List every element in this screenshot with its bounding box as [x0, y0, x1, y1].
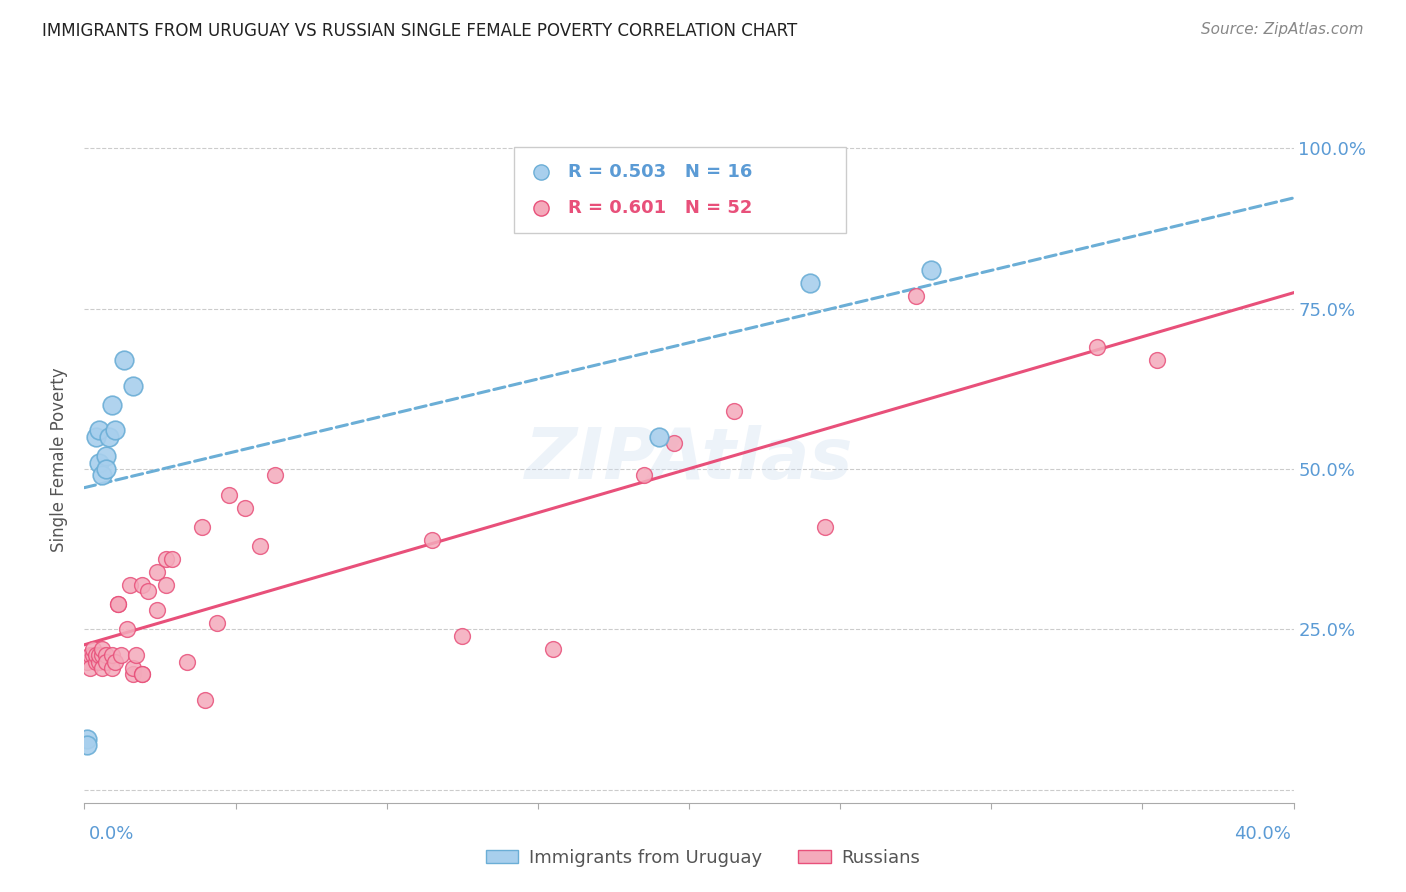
- Point: [94, 449, 117, 463]
- Point: [633, 468, 655, 483]
- Point: [904, 288, 927, 302]
- Point: [155, 552, 177, 566]
- Point: [263, 468, 285, 483]
- Text: IMMIGRANTS FROM URUGUAY VS RUSSIAN SINGLE FEMALE POVERTY CORRELATION CHART: IMMIGRANTS FROM URUGUAY VS RUSSIAN SINGL…: [42, 22, 797, 40]
- Point: [1216, 227, 1239, 241]
- Point: [146, 603, 169, 617]
- FancyBboxPatch shape: [513, 147, 846, 233]
- Text: R = 0.601   N = 52: R = 0.601 N = 52: [568, 199, 752, 217]
- Point: [100, 648, 122, 662]
- Point: [121, 667, 143, 681]
- Point: [207, 616, 229, 631]
- Point: [86, 655, 108, 669]
- Point: [121, 661, 143, 675]
- Point: [451, 629, 474, 643]
- Text: Source: ZipAtlas.com: Source: ZipAtlas.com: [1201, 22, 1364, 37]
- Point: [89, 648, 111, 662]
- Point: [131, 577, 153, 591]
- Point: [91, 661, 114, 675]
- Y-axis label: Single Female Poverty: Single Female Poverty: [51, 368, 69, 551]
- Point: [131, 667, 153, 681]
- Point: [194, 693, 217, 707]
- Point: [107, 597, 129, 611]
- Point: [799, 276, 821, 290]
- Point: [112, 352, 135, 367]
- Point: [110, 648, 132, 662]
- Point: [1216, 193, 1239, 207]
- Point: [662, 436, 685, 450]
- Point: [723, 404, 745, 418]
- Point: [1085, 340, 1108, 354]
- Point: [115, 623, 138, 637]
- Point: [920, 263, 942, 277]
- Point: [89, 655, 111, 669]
- Point: [89, 456, 111, 470]
- Point: [218, 488, 240, 502]
- Point: [107, 597, 129, 611]
- Point: [91, 641, 114, 656]
- Point: [131, 667, 153, 681]
- Point: [104, 424, 127, 438]
- Point: [76, 738, 98, 752]
- Point: [1146, 352, 1168, 367]
- Point: [541, 641, 564, 656]
- Point: [91, 468, 114, 483]
- Legend: Immigrants from Uruguay, Russians: Immigrants from Uruguay, Russians: [478, 842, 928, 874]
- Point: [82, 641, 104, 656]
- Point: [233, 500, 256, 515]
- Point: [160, 552, 183, 566]
- Point: [100, 661, 122, 675]
- Point: [121, 378, 143, 392]
- Point: [420, 533, 443, 547]
- Point: [648, 430, 671, 444]
- Point: [176, 655, 198, 669]
- Point: [125, 648, 148, 662]
- Text: ZIPAtlas: ZIPAtlas: [524, 425, 853, 494]
- Point: [86, 430, 108, 444]
- Point: [94, 462, 117, 476]
- Point: [94, 648, 117, 662]
- Point: [79, 648, 101, 662]
- Point: [79, 661, 101, 675]
- Point: [76, 655, 98, 669]
- Point: [82, 648, 104, 662]
- Point: [814, 520, 837, 534]
- Point: [89, 424, 111, 438]
- Point: [86, 648, 108, 662]
- Point: [118, 577, 141, 591]
- Point: [249, 539, 271, 553]
- Point: [97, 430, 120, 444]
- Point: [100, 398, 122, 412]
- Text: R = 0.503   N = 16: R = 0.503 N = 16: [568, 162, 752, 180]
- Text: 40.0%: 40.0%: [1234, 825, 1291, 843]
- Point: [94, 655, 117, 669]
- Point: [76, 731, 98, 746]
- Point: [191, 520, 214, 534]
- Text: 0.0%: 0.0%: [89, 825, 134, 843]
- Point: [136, 584, 159, 599]
- Point: [155, 577, 177, 591]
- Point: [91, 648, 114, 662]
- Point: [104, 655, 127, 669]
- Point: [146, 565, 169, 579]
